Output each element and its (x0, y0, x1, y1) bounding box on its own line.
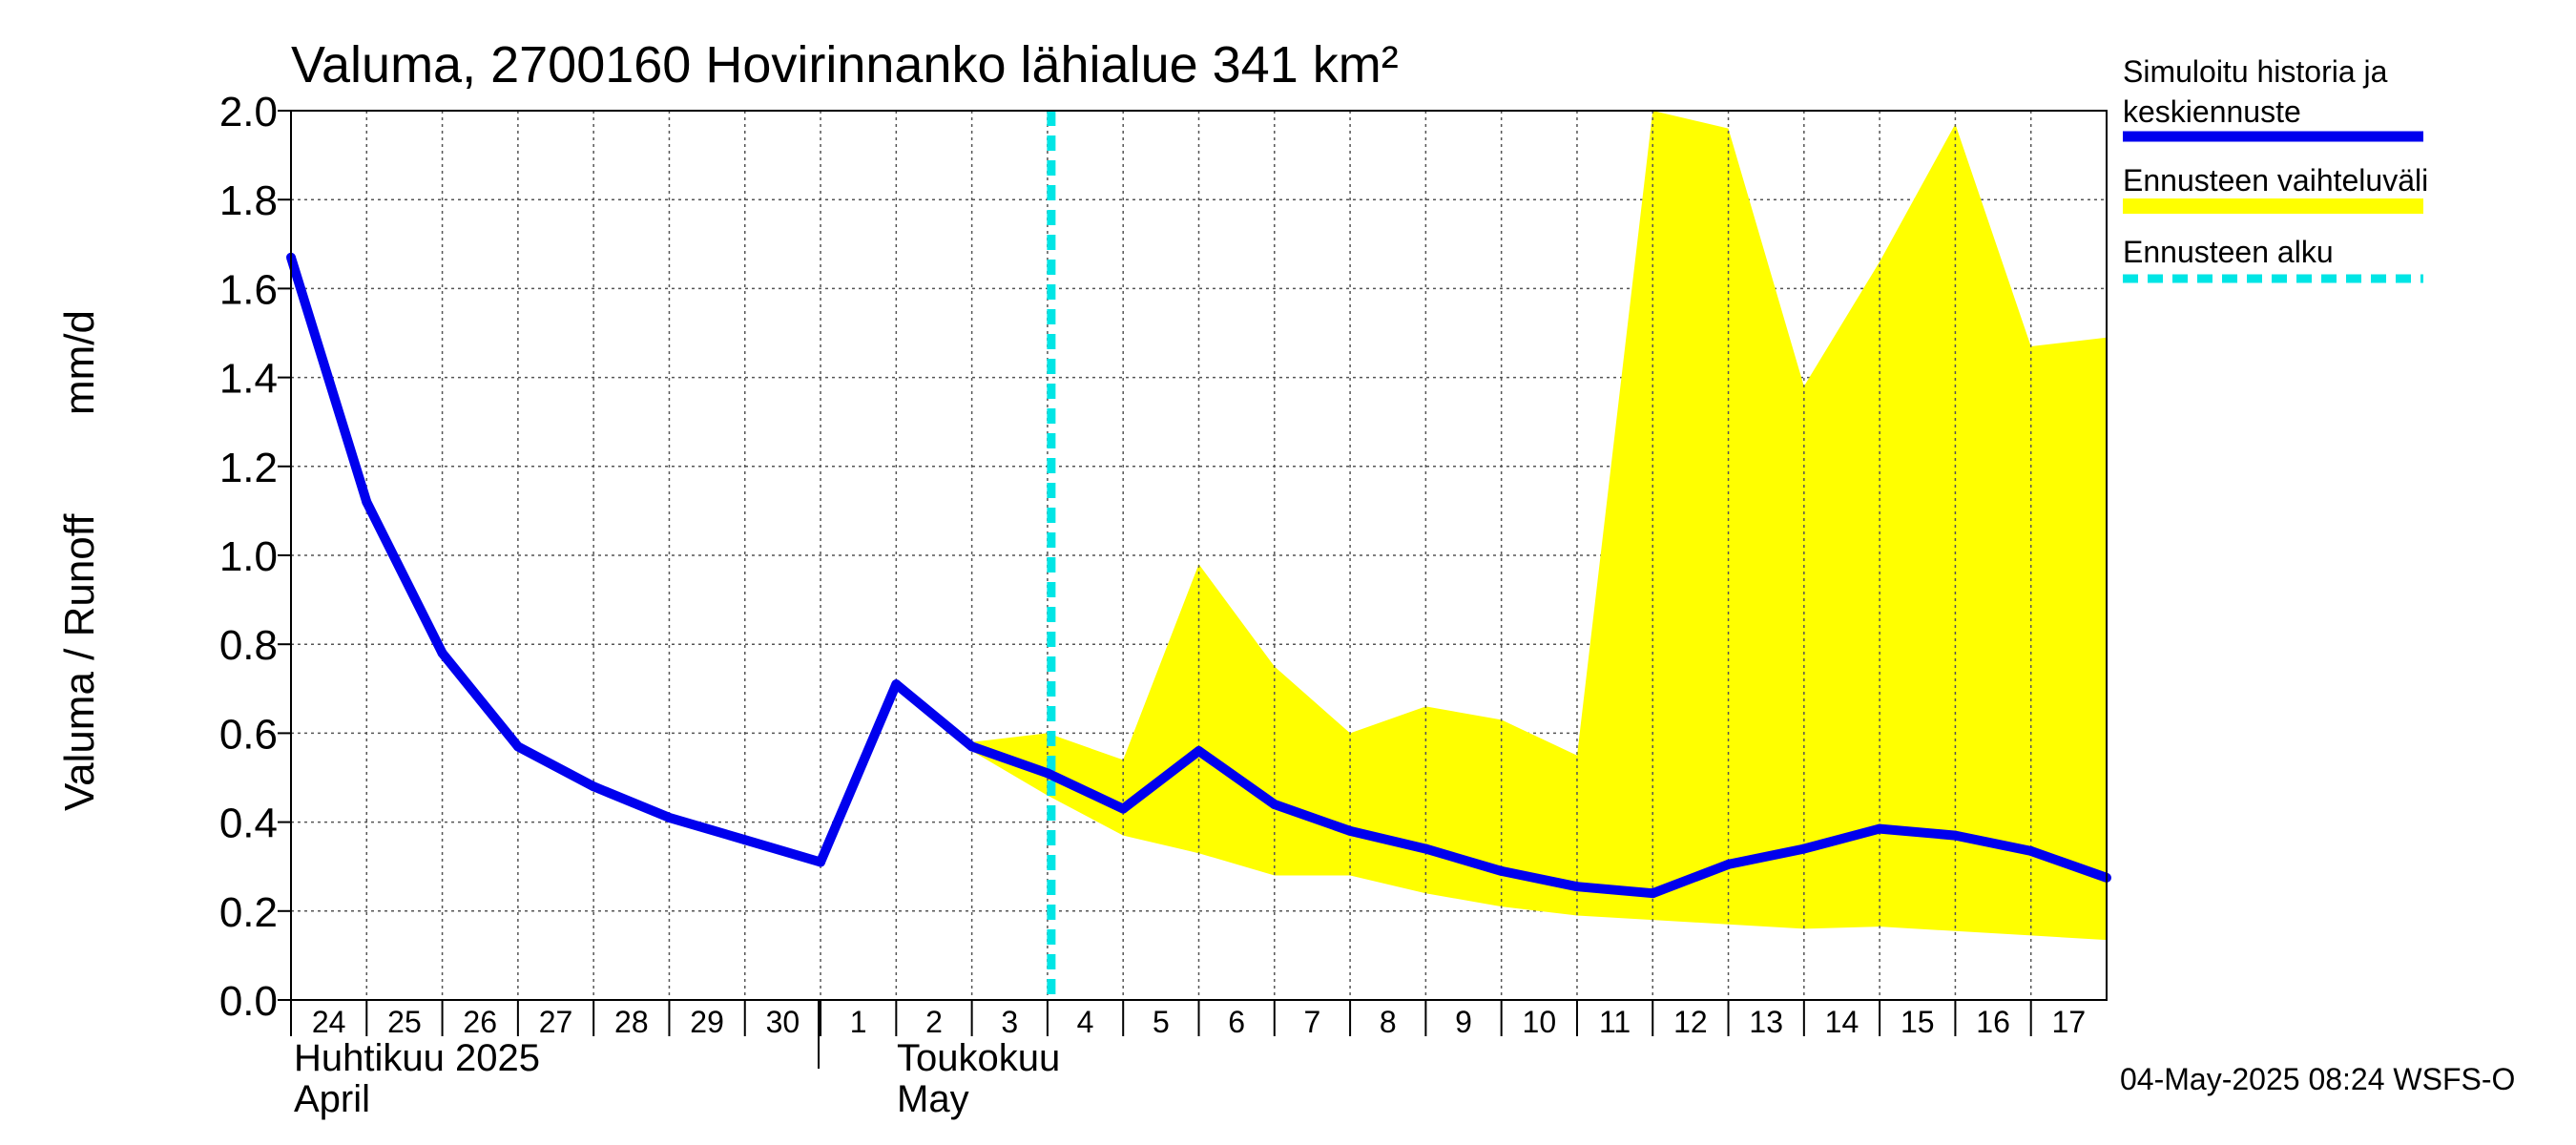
x-day-label: 6 (1228, 1005, 1245, 1039)
x-day-label: 5 (1153, 1005, 1170, 1039)
y-tick-label: 1.6 (219, 266, 278, 313)
x-day-label: 29 (690, 1005, 724, 1039)
runoff-point (512, 741, 523, 752)
runoff-point (891, 679, 902, 690)
x-day-label: 15 (1901, 1005, 1935, 1039)
runoff-point (1875, 823, 1885, 834)
runoff-point (1042, 768, 1052, 779)
x-day-label: 3 (1001, 1005, 1018, 1039)
x-day-label: 25 (387, 1005, 422, 1039)
x-day-label: 11 (1599, 1005, 1631, 1039)
x-day-label: 2 (925, 1005, 943, 1039)
y-tick-label: 0.2 (219, 889, 278, 936)
legend: Simuloitu historia ja keskiennuste Ennus… (2123, 54, 2428, 283)
month-labels: Huhtikuu 2025 April Toukokuu May (294, 1037, 1060, 1120)
y-tick-labels: 0.0 0.2 0.4 0.6 0.8 1.0 1.2 1.4 1.6 1.8 2.0 (219, 89, 278, 1025)
x-day-label: 4 (1077, 1005, 1094, 1039)
runoff-point (739, 835, 750, 845)
x-day-label: 9 (1455, 1005, 1472, 1039)
runoff-point (2025, 845, 2036, 856)
month-label-fi-april: Huhtikuu 2025 (294, 1037, 540, 1079)
runoff-point (362, 497, 372, 508)
runoff-point (1723, 859, 1734, 869)
legend-label-simulated-line1: Simuloitu historia ja (2123, 54, 2388, 89)
runoff-point (1345, 825, 1356, 836)
y-axis-unit: mm/d (56, 310, 103, 415)
y-axis-title: Valuma / Runoff (56, 513, 103, 811)
x-day-label: 24 (312, 1005, 346, 1039)
y-tick-label: 2.0 (219, 89, 278, 135)
x-day-label: 26 (463, 1005, 497, 1039)
x-day-label: 13 (1749, 1005, 1783, 1039)
x-tick-labels: 24 25 26 27 28 29 30 1 2 3 4 5 6 7 8 9 10 11 12 13 14 15 16 17 (312, 1005, 2086, 1039)
runoff-point (1798, 843, 1809, 854)
runoff-point (589, 781, 599, 792)
runoff-point (1194, 746, 1204, 757)
y-tick-label: 0.8 (219, 622, 278, 669)
y-axis-label: Valuma / Runoff mm/d (56, 310, 103, 811)
y-tick-label: 1.2 (219, 445, 278, 491)
forecast-range-band (971, 111, 2107, 941)
runoff-point (816, 857, 826, 867)
month-label-fi-may: Toukokuu (897, 1037, 1060, 1079)
y-tick-label: 1.8 (219, 177, 278, 224)
axes (278, 110, 2108, 1069)
runoff-point (1421, 843, 1431, 854)
runoff-point (437, 648, 447, 658)
legend-label-simulated-line2: keskiennuste (2123, 94, 2301, 129)
vertical-grid (365, 111, 2032, 1000)
x-day-label: 10 (1523, 1005, 1557, 1039)
x-day-label: 8 (1380, 1005, 1397, 1039)
month-label-en-april: April (294, 1078, 370, 1120)
runoff-point (1648, 888, 1658, 899)
runoff-point (664, 812, 675, 822)
x-day-label: 7 (1304, 1005, 1321, 1039)
runoff-point (966, 741, 977, 752)
runoff-point (1571, 882, 1582, 892)
forecast-band-layer (971, 111, 2107, 941)
month-label-en-may: May (897, 1078, 969, 1120)
legend-label-range: Ennusteen vaihteluväli (2123, 163, 2428, 198)
x-day-label: 27 (539, 1005, 573, 1039)
y-tick-label: 0.6 (219, 711, 278, 758)
y-tick-label: 0.0 (219, 978, 278, 1025)
timestamp: 04-May-2025 08:24 WSFS-O (2120, 1062, 2515, 1096)
runoff-point (1496, 865, 1506, 876)
y-tick-label: 1.4 (219, 356, 278, 403)
runoff-point (1118, 803, 1129, 814)
y-tick-label: 1.0 (219, 533, 278, 580)
x-day-label: 16 (1976, 1005, 2010, 1039)
x-day-label: 28 (614, 1005, 649, 1039)
runoff-point (1269, 799, 1279, 809)
y-tick-label: 0.4 (219, 801, 278, 847)
x-day-label: 14 (1825, 1005, 1859, 1039)
x-day-label: 30 (766, 1005, 800, 1039)
x-day-label: 17 (2052, 1005, 2087, 1039)
x-day-label: 1 (850, 1005, 867, 1039)
runoff-point (1950, 830, 1961, 841)
chart-title: Valuma, 2700160 Hovirinnanko lähialue 34… (291, 36, 1399, 94)
x-day-label: 12 (1673, 1005, 1708, 1039)
legend-label-forecast-start: Ennusteen alku (2123, 235, 2334, 269)
